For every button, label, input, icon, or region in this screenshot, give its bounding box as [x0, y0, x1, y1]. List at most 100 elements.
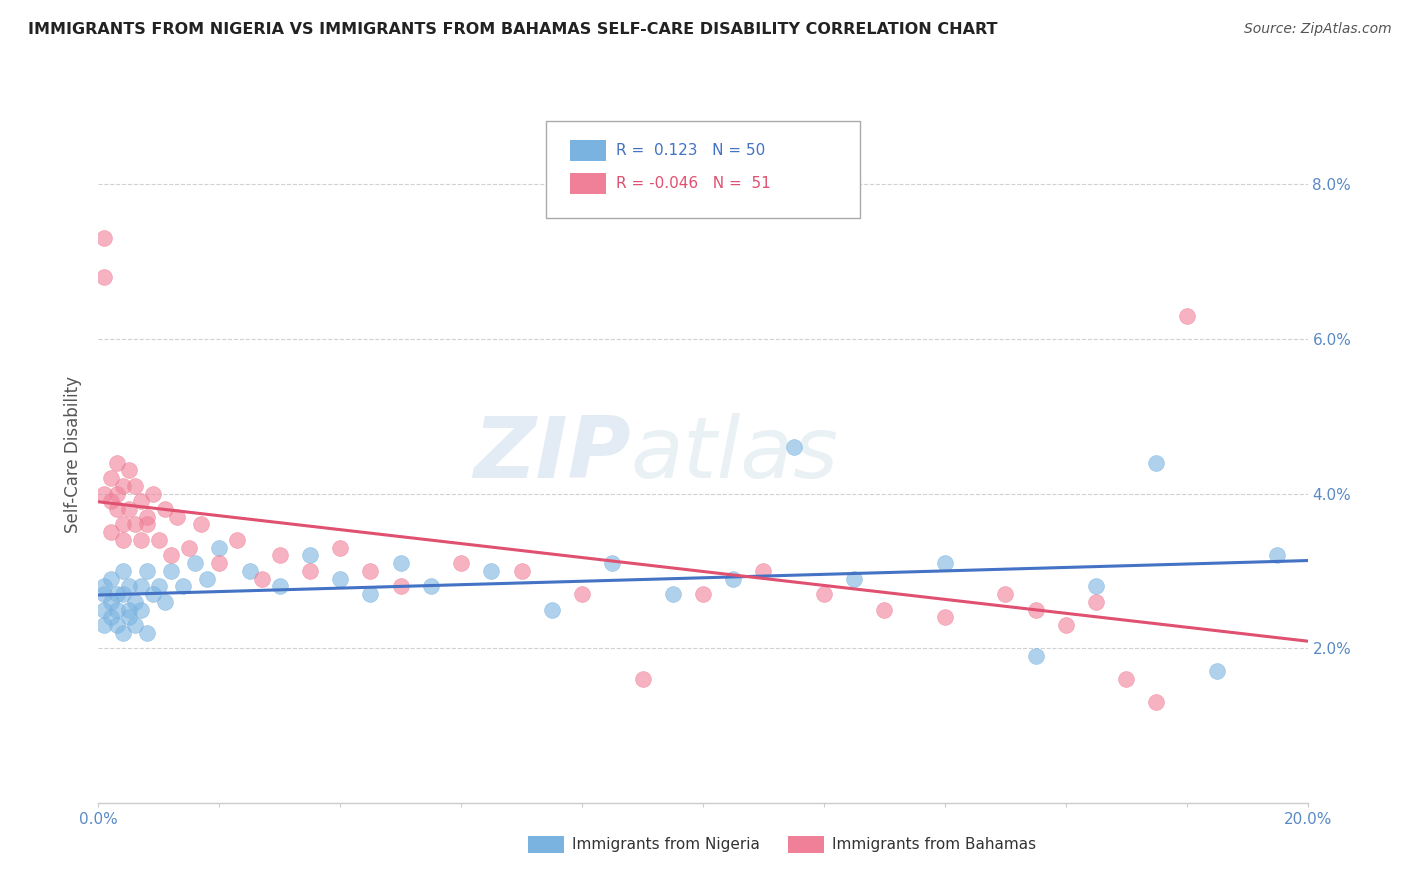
Point — [105, 602, 128, 616]
Point — [662, 587, 685, 601]
Point — [148, 533, 170, 547]
Point — [540, 602, 562, 616]
Point — [1085, 579, 1108, 593]
Point — [179, 541, 201, 555]
Text: R = -0.046   N =  51: R = -0.046 N = 51 — [616, 176, 770, 191]
Point — [100, 525, 122, 540]
Point — [105, 587, 128, 601]
Point — [160, 564, 183, 578]
Point — [111, 517, 134, 532]
Point — [142, 587, 165, 601]
Point — [105, 486, 128, 500]
Point — [1206, 665, 1229, 679]
Text: R =  0.123   N = 50: R = 0.123 N = 50 — [616, 144, 765, 159]
Point — [118, 463, 141, 477]
Point — [135, 564, 157, 578]
Point — [135, 625, 157, 640]
Point — [934, 610, 956, 624]
Point — [1024, 648, 1046, 663]
Point — [269, 549, 291, 563]
Point — [93, 587, 115, 601]
Point — [208, 541, 231, 555]
Y-axis label: Self-Care Disability: Self-Care Disability — [65, 376, 83, 533]
Point — [100, 494, 122, 508]
Text: IMMIGRANTS FROM NIGERIA VS IMMIGRANTS FROM BAHAMAS SELF-CARE DISABILITY CORRELAT: IMMIGRANTS FROM NIGERIA VS IMMIGRANTS FR… — [28, 22, 998, 37]
Point — [510, 564, 533, 578]
Point — [250, 572, 273, 586]
Point — [783, 440, 806, 454]
Point — [100, 610, 122, 624]
Point — [124, 517, 146, 532]
Point — [329, 572, 352, 586]
Point — [389, 556, 412, 570]
Point — [93, 618, 115, 632]
Point — [135, 517, 157, 532]
Point — [1054, 618, 1077, 632]
Point — [190, 517, 212, 532]
Point — [1085, 595, 1108, 609]
Point — [153, 595, 176, 609]
Point — [1144, 456, 1167, 470]
Point — [934, 556, 956, 570]
Point — [105, 618, 128, 632]
FancyBboxPatch shape — [787, 836, 824, 853]
Point — [571, 587, 593, 601]
Point — [118, 602, 141, 616]
Point — [239, 564, 262, 578]
Point — [723, 572, 745, 586]
Point — [994, 587, 1017, 601]
Point — [124, 618, 146, 632]
Point — [93, 231, 115, 245]
FancyBboxPatch shape — [546, 121, 860, 219]
FancyBboxPatch shape — [569, 140, 606, 161]
Point — [299, 564, 322, 578]
Point — [602, 556, 624, 570]
Point — [100, 471, 122, 485]
Point — [360, 587, 382, 601]
Point — [1144, 695, 1167, 709]
Point — [226, 533, 249, 547]
Point — [172, 579, 194, 593]
Point — [873, 602, 896, 616]
Point — [111, 625, 134, 640]
FancyBboxPatch shape — [569, 173, 606, 194]
Point — [100, 572, 122, 586]
Point — [195, 572, 218, 586]
Point — [100, 595, 122, 609]
Point — [142, 486, 165, 500]
Text: Immigrants from Nigeria: Immigrants from Nigeria — [572, 837, 761, 852]
Point — [111, 587, 134, 601]
Point — [450, 556, 472, 570]
Point — [111, 564, 134, 578]
Point — [269, 579, 291, 593]
Point — [1267, 549, 1289, 563]
Point — [631, 672, 654, 686]
Point — [1175, 309, 1198, 323]
Point — [813, 587, 835, 601]
Point — [118, 610, 141, 624]
Point — [1024, 602, 1046, 616]
Point — [389, 579, 412, 593]
Point — [692, 587, 714, 601]
Point — [1115, 672, 1137, 686]
Point — [360, 564, 382, 578]
Point — [93, 602, 115, 616]
Point — [129, 494, 152, 508]
Point — [111, 479, 134, 493]
Point — [129, 602, 152, 616]
Point — [184, 556, 207, 570]
Point — [93, 579, 115, 593]
Point — [208, 556, 231, 570]
Point — [105, 502, 128, 516]
Point — [124, 479, 146, 493]
Point — [129, 533, 152, 547]
Text: atlas: atlas — [630, 413, 838, 497]
Point — [420, 579, 443, 593]
Point — [148, 579, 170, 593]
Point — [93, 486, 115, 500]
Point — [329, 541, 352, 555]
Point — [299, 549, 322, 563]
Point — [93, 270, 115, 285]
Point — [118, 579, 141, 593]
FancyBboxPatch shape — [527, 836, 564, 853]
